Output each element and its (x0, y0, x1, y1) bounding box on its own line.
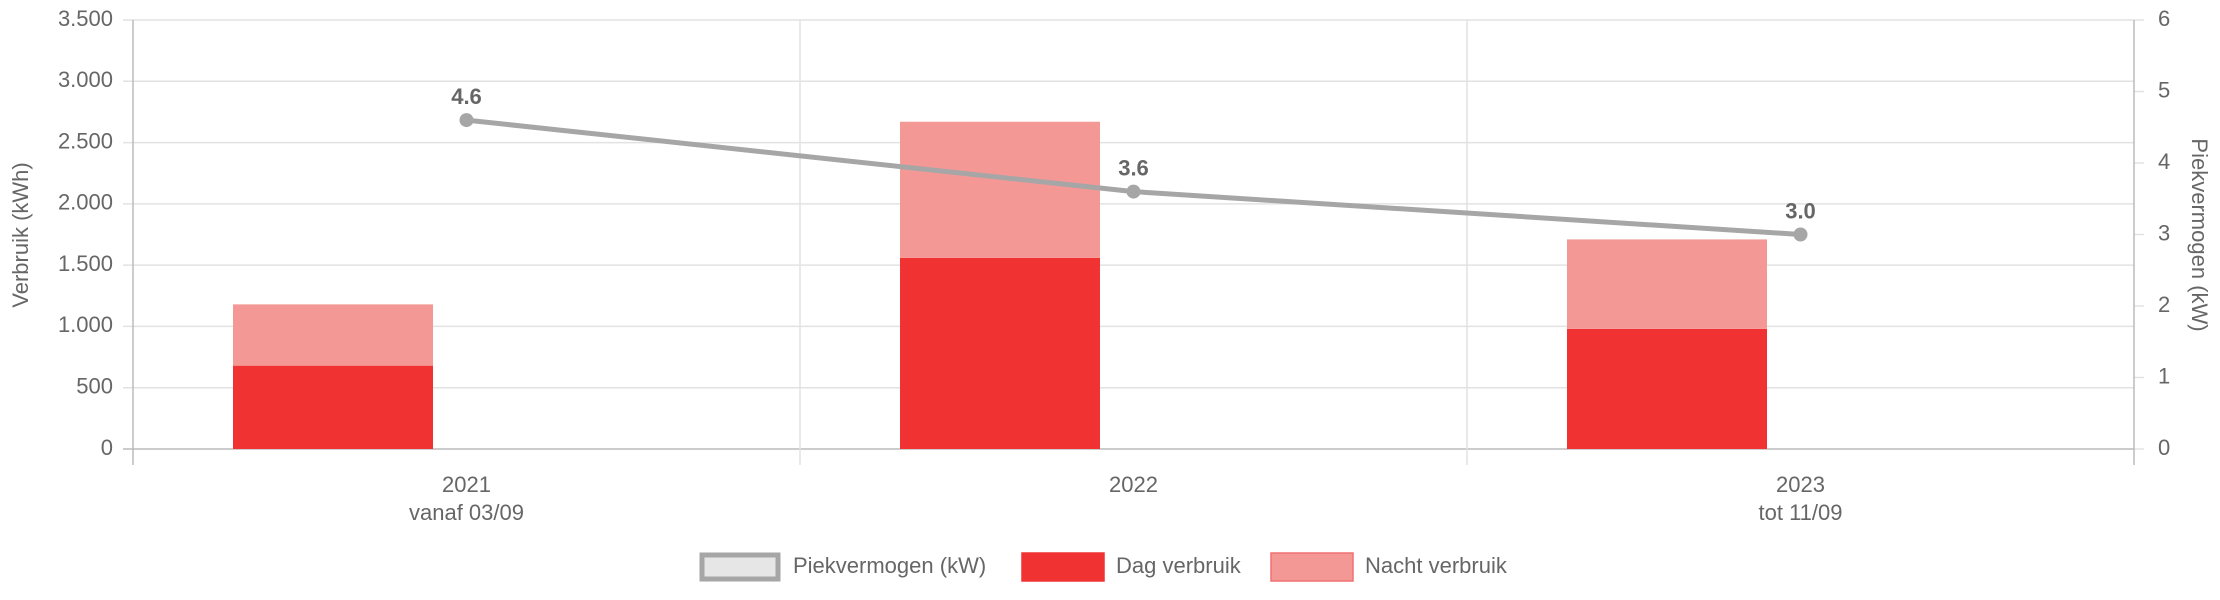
y2-tick-label: 5 (2158, 77, 2170, 102)
legend-swatch (699, 552, 781, 582)
bar (900, 257, 1100, 449)
y2-tick-label: 4 (2158, 149, 2170, 174)
x-tick-label: 2022 (1109, 472, 1158, 497)
x-tick-label: 2021 (442, 472, 491, 497)
y2-tick-label: 3 (2158, 220, 2170, 245)
y2-tick-label: 1 (2158, 363, 2170, 388)
legend-label: Nacht verbruik (1365, 553, 1508, 578)
data-label: 3.0 (1785, 198, 1816, 223)
y-axis-label: Verbruik (kWh) (8, 162, 33, 307)
y-tick-label: 3.500 (58, 6, 113, 31)
y2-tick-label: 2 (2158, 292, 2170, 317)
line-point (1126, 184, 1141, 199)
line-point (1793, 227, 1808, 242)
x-tick-sublabel: vanaf 03/09 (409, 500, 524, 525)
y-tick-label: 2.500 (58, 128, 113, 153)
legend-label: Dag verbruik (1116, 553, 1242, 578)
y2-tick-label: 0 (2158, 435, 2170, 460)
legend-label: Piekvermogen (kW) (793, 553, 986, 578)
data-label: 3.6 (1118, 155, 1149, 180)
bar (233, 304, 433, 366)
legend-swatch (1021, 552, 1105, 582)
y-tick-label: 1.500 (58, 251, 113, 276)
bar (233, 365, 433, 449)
y2-tick-label: 6 (2158, 6, 2170, 31)
data-label: 4.6 (451, 84, 482, 109)
x-tick-sublabel: tot 11/09 (1759, 500, 1843, 525)
y-tick-label: 3.000 (58, 67, 113, 92)
line-point (459, 113, 474, 128)
y-tick-label: 500 (76, 374, 113, 399)
legend-swatch (1270, 552, 1354, 582)
y-tick-label: 2.000 (58, 190, 113, 215)
y2-axis-label: Piekvermogen (kW) (2187, 138, 2212, 331)
x-tick-label: 2023 (1776, 472, 1825, 497)
y-tick-label: 1.000 (58, 312, 113, 337)
bar (900, 121, 1100, 258)
y-tick-label: 0 (101, 435, 113, 460)
bar (1567, 239, 1767, 329)
bar (1567, 328, 1767, 449)
